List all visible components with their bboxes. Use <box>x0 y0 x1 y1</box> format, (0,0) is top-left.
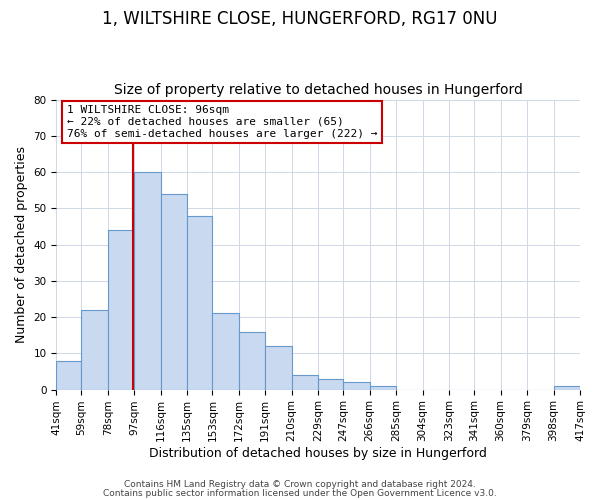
Bar <box>239 332 265 390</box>
Text: Contains public sector information licensed under the Open Government Licence v3: Contains public sector information licen… <box>103 490 497 498</box>
Text: 1, WILTSHIRE CLOSE, HUNGERFORD, RG17 0NU: 1, WILTSHIRE CLOSE, HUNGERFORD, RG17 0NU <box>102 10 498 28</box>
Bar <box>134 172 161 390</box>
Title: Size of property relative to detached houses in Hungerford: Size of property relative to detached ho… <box>114 83 523 97</box>
X-axis label: Distribution of detached houses by size in Hungerford: Distribution of detached houses by size … <box>149 447 487 460</box>
Bar <box>370 386 396 390</box>
Bar <box>343 382 370 390</box>
Bar <box>292 375 318 390</box>
Bar <box>554 386 580 390</box>
Bar <box>56 360 82 390</box>
Text: Contains HM Land Registry data © Crown copyright and database right 2024.: Contains HM Land Registry data © Crown c… <box>124 480 476 489</box>
Bar <box>187 216 212 390</box>
Bar <box>82 310 108 390</box>
Bar <box>212 314 239 390</box>
Bar <box>161 194 187 390</box>
Y-axis label: Number of detached properties: Number of detached properties <box>15 146 28 343</box>
Bar <box>108 230 134 390</box>
Text: 1 WILTSHIRE CLOSE: 96sqm
← 22% of detached houses are smaller (65)
76% of semi-d: 1 WILTSHIRE CLOSE: 96sqm ← 22% of detach… <box>67 106 377 138</box>
Bar <box>318 378 343 390</box>
Bar <box>265 346 292 390</box>
